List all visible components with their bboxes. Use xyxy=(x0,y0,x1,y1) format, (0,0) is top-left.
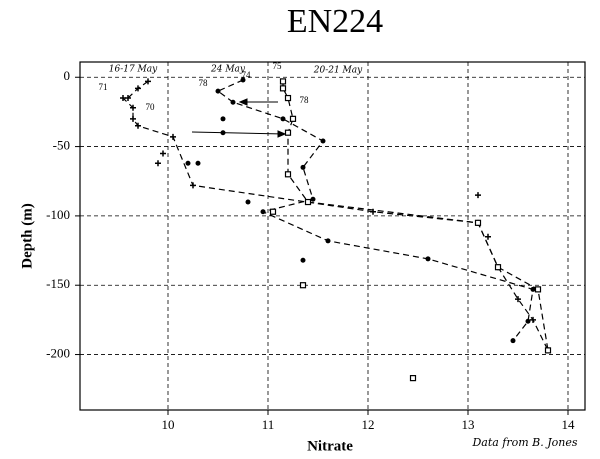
y-tick-label: -50 xyxy=(53,138,70,153)
x-tick-label: 10 xyxy=(162,417,175,432)
x-tick-label: 14 xyxy=(562,417,576,432)
marker xyxy=(155,160,161,167)
annotation: 78 xyxy=(199,78,209,88)
marker xyxy=(145,78,151,85)
marker xyxy=(475,192,481,199)
x-axis-label: Nitrate xyxy=(307,438,353,454)
marker xyxy=(289,115,297,122)
x-tick-label: 13 xyxy=(462,417,475,432)
chart-title: EN224 xyxy=(287,3,383,40)
annotation: 78 xyxy=(300,95,310,105)
marker xyxy=(534,286,542,293)
marker xyxy=(135,85,141,92)
marker xyxy=(269,208,277,215)
marker xyxy=(190,182,196,189)
arrows xyxy=(191,98,287,138)
marker xyxy=(240,77,246,83)
plot: 10 11 12 13 14 0 -50 -100 -150 -200 16-17 May 24 Ma… xyxy=(46,61,585,432)
marker xyxy=(425,256,431,262)
marker xyxy=(510,338,516,344)
annotation: 75 xyxy=(273,61,283,71)
annotation: 70 xyxy=(146,102,156,112)
arrow xyxy=(191,131,286,135)
marker xyxy=(474,219,482,226)
marker xyxy=(530,316,536,323)
marker xyxy=(170,133,176,140)
marker xyxy=(485,233,491,240)
source-note: Data from B. Jones xyxy=(471,436,577,449)
x-tick-label: 11 xyxy=(262,417,275,432)
marker xyxy=(160,150,166,157)
series-line xyxy=(216,79,534,342)
marker xyxy=(220,116,226,122)
arrow-head xyxy=(238,98,248,106)
marker xyxy=(525,318,531,324)
marker xyxy=(135,122,141,129)
marker xyxy=(220,130,226,136)
marker xyxy=(130,104,136,111)
marker xyxy=(284,129,292,136)
marker xyxy=(409,375,417,382)
arrow-head xyxy=(277,130,287,138)
marker xyxy=(280,116,286,122)
y-tick-label: -150 xyxy=(46,276,70,291)
series-label: 20-21 May xyxy=(313,66,363,76)
marker xyxy=(230,99,236,105)
marker xyxy=(130,115,136,122)
y-tick-label: -100 xyxy=(46,207,70,222)
marker xyxy=(245,199,251,205)
series-label: 24 May xyxy=(210,65,246,75)
marker xyxy=(530,286,536,292)
y-tick-label: 0 xyxy=(64,68,71,83)
annotation: 74 xyxy=(242,70,252,80)
marker xyxy=(544,347,552,354)
marker xyxy=(515,296,521,303)
x-tick-label: 12 xyxy=(362,417,375,432)
marker xyxy=(304,198,312,206)
marker xyxy=(260,209,266,215)
marker xyxy=(325,238,331,244)
annotation: 71 xyxy=(99,82,108,92)
marker xyxy=(279,78,287,85)
y-axis-label: Depth (m) xyxy=(19,203,35,268)
marker xyxy=(310,196,316,202)
marker xyxy=(279,85,287,92)
marker xyxy=(284,94,292,102)
marker xyxy=(195,160,201,166)
marker xyxy=(300,164,306,170)
marker xyxy=(120,95,126,102)
plot-frame xyxy=(79,61,586,411)
y-tick-label: -200 xyxy=(46,346,70,361)
marker xyxy=(185,160,191,166)
marker xyxy=(299,282,307,289)
marker xyxy=(494,264,502,271)
marker xyxy=(300,257,306,263)
series-label: 16-17 May xyxy=(109,65,158,75)
marker xyxy=(320,138,326,144)
marker xyxy=(215,88,221,94)
marker xyxy=(284,171,292,178)
